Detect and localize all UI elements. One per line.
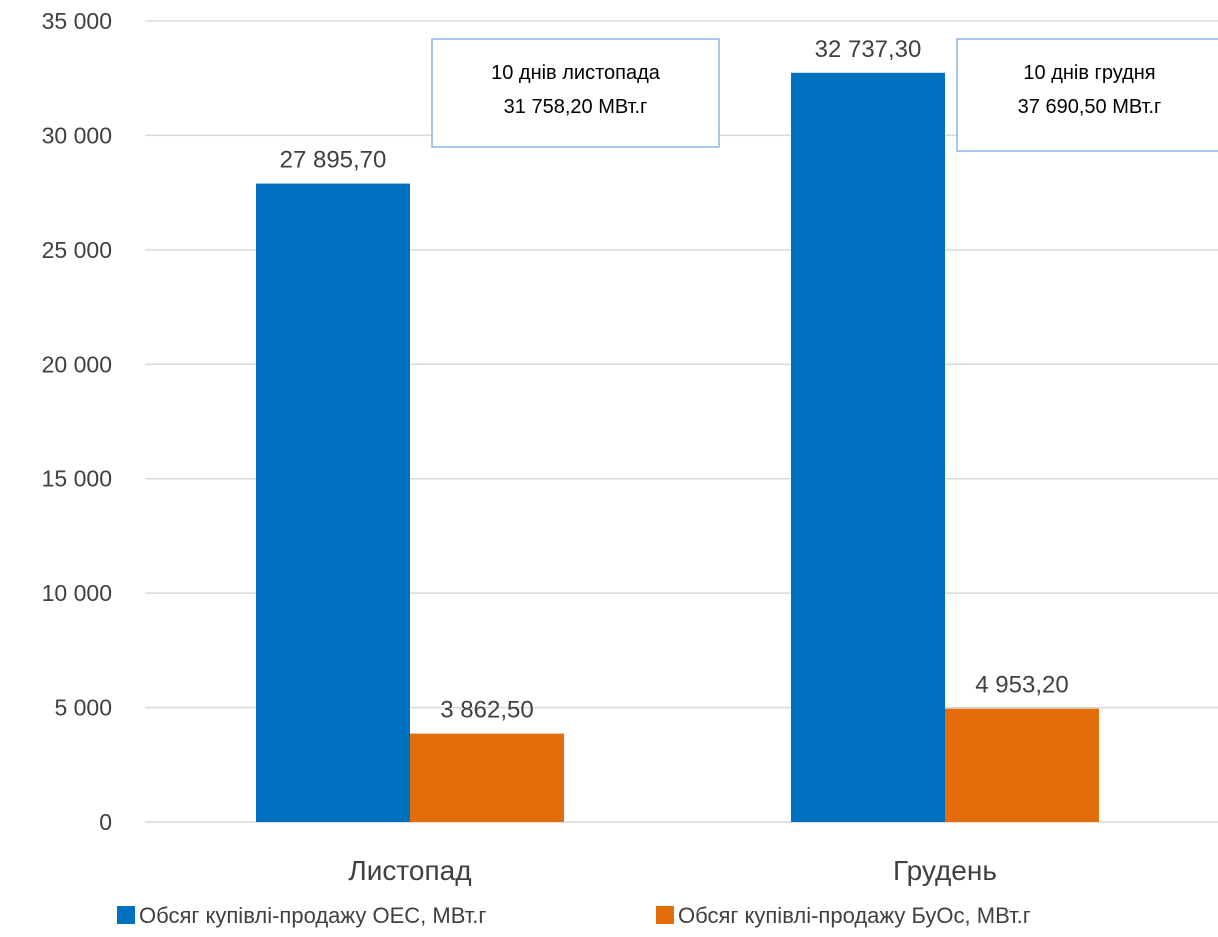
x-category-label: Грудень xyxy=(893,855,997,886)
bars xyxy=(256,72,1099,822)
y-tick-label: 15 000 xyxy=(42,466,112,492)
callout-title: 10 днів листопада xyxy=(491,62,661,84)
bar-oes-0 xyxy=(256,183,410,822)
y-tick-label: 35 000 xyxy=(42,8,112,34)
y-axis-ticks: 0 5 000 10 000 15 000 20 000 25 000 30 000 35 0… xyxy=(42,8,112,835)
y-tick-label: 25 000 xyxy=(42,237,112,263)
callout-box xyxy=(431,38,720,148)
callout-value: 31 758,20 МВт.г xyxy=(504,96,648,118)
y-tick-label: 30 000 xyxy=(42,122,112,148)
x-axis-categories: Листопад Грудень xyxy=(348,855,997,886)
callout-value: 37 690,50 МВт.г xyxy=(1018,96,1162,118)
legend-label: Обсяг купівлі-продажу БуОс, МВт.г xyxy=(678,903,1031,928)
legend: Обсяг купівлі-продажу ОЕС, МВт.г Обсяг ку… xyxy=(117,903,1031,928)
y-tick-label: 5 000 xyxy=(54,695,112,721)
bar-buos-1 xyxy=(945,708,1099,822)
callout-title: 10 днів грудня xyxy=(1023,62,1155,84)
legend-swatch xyxy=(656,906,674,924)
callouts: 10 днів листопада 31 758,20 МВт.г 10 днів … xyxy=(431,38,1218,152)
y-tick-label: 0 xyxy=(99,809,112,835)
data-label: 4 953,20 xyxy=(975,672,1068,699)
data-label: 3 862,50 xyxy=(440,697,533,724)
y-tick-label: 10 000 xyxy=(42,580,112,606)
data-label: 32 737,30 xyxy=(815,36,922,63)
data-label: 27 895,70 xyxy=(280,147,387,174)
callout-box xyxy=(956,38,1218,152)
y-tick-label: 20 000 xyxy=(42,351,112,377)
legend-swatch xyxy=(117,906,135,924)
bar-oes-1 xyxy=(791,72,945,822)
legend-label: Обсяг купівлі-продажу ОЕС, МВт.г xyxy=(139,903,486,928)
data-labels: 27 895,70 3 862,50 32 737,30 4 953,20 xyxy=(280,36,1069,724)
bar-buos-0 xyxy=(410,733,564,822)
x-category-label: Листопад xyxy=(348,855,471,886)
